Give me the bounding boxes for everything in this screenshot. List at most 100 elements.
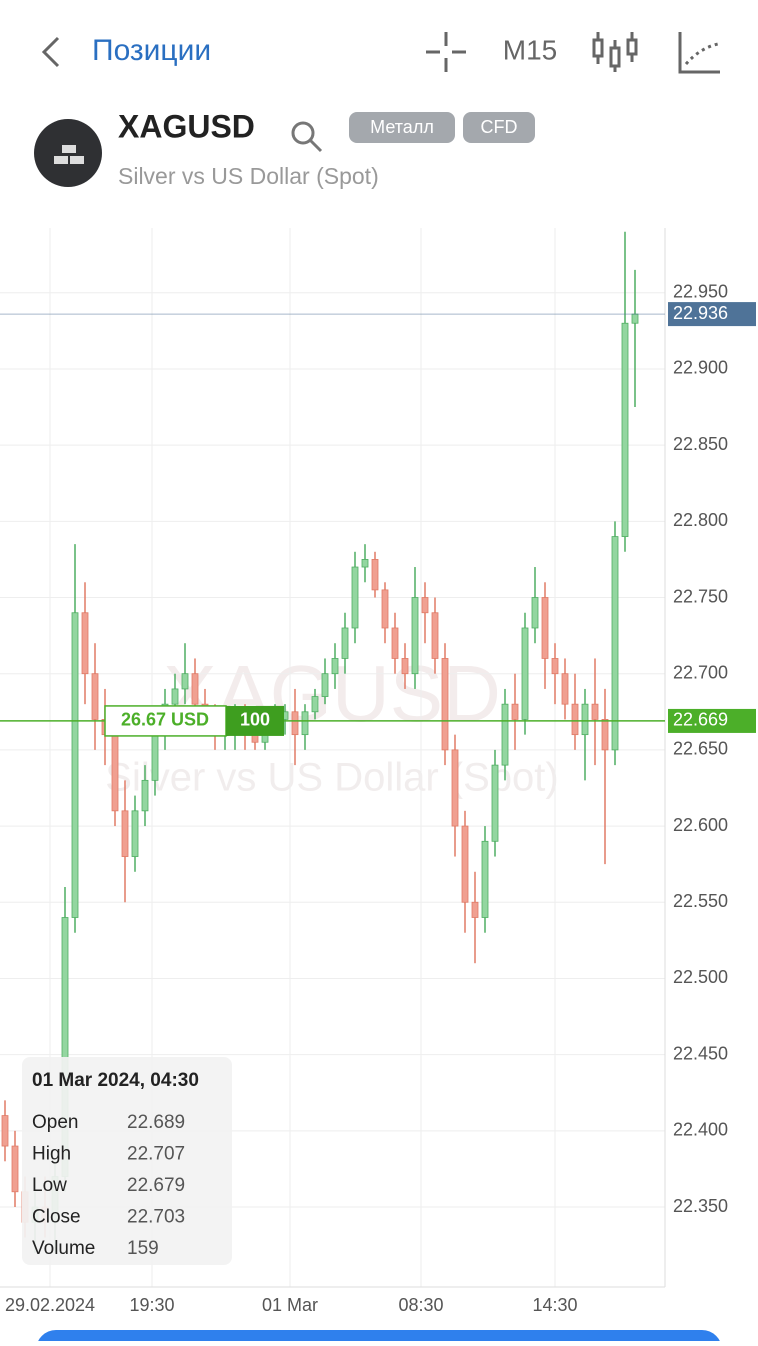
candle-body (361, 559, 369, 568)
info-value: 22.679 (127, 1175, 185, 1196)
info-value: 22.703 (127, 1207, 185, 1228)
candle-body (541, 597, 549, 659)
candle-body (121, 810, 129, 857)
candle-body (131, 810, 139, 857)
price-label-bg (668, 708, 756, 733)
indicators-icon[interactable] (678, 32, 720, 74)
position-profit-bg (104, 705, 227, 737)
candle-body (111, 734, 119, 812)
candle-body (611, 536, 619, 751)
info-value: 22.689 (127, 1112, 185, 1133)
info-date: 01 Mar 2024, 04:30 (32, 1070, 199, 1091)
instrument-icon-bars (54, 145, 84, 164)
price-label-bg (668, 302, 756, 327)
price-label: 22.936 (673, 303, 728, 323)
y-tick-label: 22.450 (673, 1043, 728, 1063)
candle-body (1, 1115, 9, 1147)
candle-body (341, 627, 349, 659)
position-profit: 26.67 USD (121, 710, 209, 730)
candle-body (181, 673, 189, 690)
candle-body (491, 764, 499, 842)
y-tick-label: 22.850 (673, 434, 728, 454)
info-label: Open (32, 1112, 78, 1133)
y-tick-label: 22.550 (673, 891, 728, 911)
candle-body (561, 673, 569, 705)
info-label: Close (32, 1207, 81, 1228)
y-tick-label: 22.400 (673, 1120, 728, 1140)
back-title[interactable]: Позиции (92, 34, 211, 67)
candle-body (421, 597, 429, 614)
candle-body (191, 673, 199, 705)
candle-body (71, 612, 79, 918)
x-tick-label: 01 Mar (262, 1295, 318, 1315)
description: Silver vs US Dollar (Spot) (118, 163, 379, 189)
y-tick-label: 22.650 (673, 739, 728, 759)
candle-body (571, 703, 579, 736)
x-tick-label: 08:30 (398, 1295, 443, 1315)
candle-body (481, 840, 489, 918)
symbol: XAGUSD (118, 108, 255, 144)
x-tick-label: 29.02.2024 (5, 1295, 95, 1315)
chart-type-icon[interactable] (592, 32, 638, 72)
candle-body (511, 703, 519, 720)
candle-body (11, 1145, 19, 1193)
info-box (22, 1057, 232, 1265)
position-volume: 100 (240, 710, 270, 730)
candle-body (581, 703, 589, 736)
candle-body (461, 825, 469, 903)
candle-body (331, 658, 339, 675)
y-tick-label: 22.600 (673, 815, 728, 835)
search-icon[interactable] (291, 121, 323, 153)
candle-body (311, 696, 319, 713)
candle-body (171, 688, 179, 705)
price-label: 22.669 (673, 710, 728, 730)
y-tick-label: 22.950 (673, 282, 728, 302)
candle-body (381, 589, 389, 629)
candle-body (371, 559, 379, 591)
candle-body (551, 658, 559, 675)
candle-body (451, 749, 459, 827)
tag (349, 112, 455, 143)
y-tick-label: 22.900 (673, 358, 728, 378)
candle-body (501, 703, 509, 766)
candle-body (531, 597, 539, 629)
info-label: Volume (32, 1238, 95, 1259)
watermark: Silver vs US Dollar (Spot) (105, 756, 558, 800)
tag (463, 112, 535, 143)
candle-body (401, 658, 409, 675)
candle-body (411, 597, 419, 675)
info-value: 22.707 (127, 1144, 185, 1165)
candle-body (91, 673, 99, 720)
candle-body (291, 711, 299, 736)
candle-body (321, 673, 329, 697)
y-tick-label: 22.700 (673, 662, 728, 682)
x-tick-label: 14:30 (532, 1295, 577, 1315)
y-tick-label: 22.800 (673, 510, 728, 530)
candle-body (441, 658, 449, 751)
x-tick-label: 19:30 (129, 1295, 174, 1315)
timeframe[interactable]: M15 (503, 34, 557, 65)
candle-body (631, 313, 639, 324)
back-arrow[interactable] (41, 36, 60, 68)
position-volume-bg (226, 705, 284, 736)
crosshair-icon[interactable] (426, 32, 466, 72)
info-label: High (32, 1144, 71, 1165)
candle-body (81, 612, 89, 675)
tag-label: CFD (481, 117, 518, 137)
candle-body (431, 612, 439, 659)
info-label: Low (32, 1175, 67, 1196)
candle-body (351, 566, 359, 629)
y-tick-label: 22.750 (673, 586, 728, 606)
candle-body (591, 703, 599, 720)
candle-body (471, 901, 479, 918)
candle-body (621, 322, 629, 537)
candle-body (301, 711, 309, 736)
candle-body (391, 627, 399, 659)
action-button[interactable] (36, 1330, 722, 1346)
candle-body (521, 627, 529, 720)
y-tick-label: 22.500 (673, 967, 728, 987)
candle-body (141, 779, 149, 812)
